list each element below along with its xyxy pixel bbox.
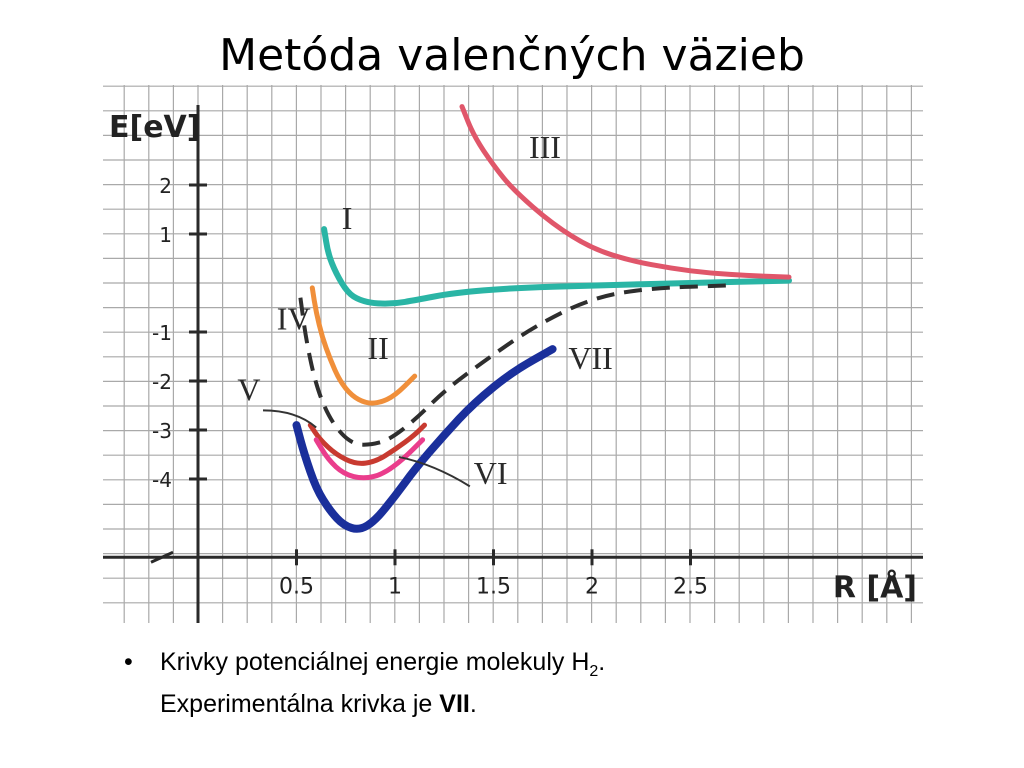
y-tick-label-1: 1 [159,223,172,247]
series-label-i: I [342,200,353,236]
series-line-i [321,226,792,307]
series-label-vi: VI [474,455,508,491]
series-line-iii [459,104,792,280]
y-tick-label-3: -2 [152,370,172,394]
leader-vi [398,455,471,488]
caption-bold-label: VII [439,690,470,718]
series-label-iii: III [529,129,561,165]
series-line-vii [292,345,557,533]
x-axis-label: R [Å] [833,568,917,605]
x-tick-label-2: 1.5 [476,574,511,599]
y-tick-label-4: -3 [152,419,172,443]
y-tick-label-5: -4 [152,468,172,492]
x-axis-tail [150,550,174,564]
tick-labels: 2 1 -1 -2 -3 -4 0.5 1 1.5 2 2.5 E[eV] R [Å] [109,110,917,605]
series-line-v [307,422,427,466]
grid-lines [103,85,923,623]
series-line-iv [298,283,730,447]
y-tick-label-0: 2 [159,174,172,198]
y-axis-label: E[eV] [109,110,200,145]
series-label-ii: II [367,330,388,366]
caption-line2-text: Experimentálna krivka je [160,690,440,718]
y-tick-label-2: -1 [152,321,172,345]
caption-line1-text: Krivky potenciálnej energie molekuly H [160,648,590,676]
potential-energy-chart: 2 1 -1 -2 -3 -4 0.5 1 1.5 2 2.5 E[eV] R [Å] I II III IV… [103,85,923,623]
chart-svg: 21-1-2-3-40.5 1 1.5 2 2.5E[eV]R [Å] IIIIIIIV… [103,85,923,623]
caption-line1-end: . [598,648,606,676]
x-tick-label-3: 2 [585,574,599,599]
axes [103,105,923,623]
leader-v [263,409,317,429]
bullet-marker: • [124,648,133,676]
x-tick-label-1: 1 [388,574,402,599]
x-tick-label-0: 0.5 [279,574,314,599]
series-label-vii: VII [568,340,612,376]
caption-line2-end: . [469,690,477,718]
series-label-iv: IV [277,301,311,337]
x-tick-label-4: 2.5 [673,574,708,599]
series-lines [292,104,792,533]
series-label-v: V [237,372,260,408]
series-line-ii [309,285,418,406]
caption-text: Krivky potenciálnej energie molekuly H2.… [160,646,880,721]
series-line-vi [313,437,426,481]
slide-title: Metóda valenčných väzieb [219,30,805,81]
caption-subscript: 2 [589,663,599,680]
